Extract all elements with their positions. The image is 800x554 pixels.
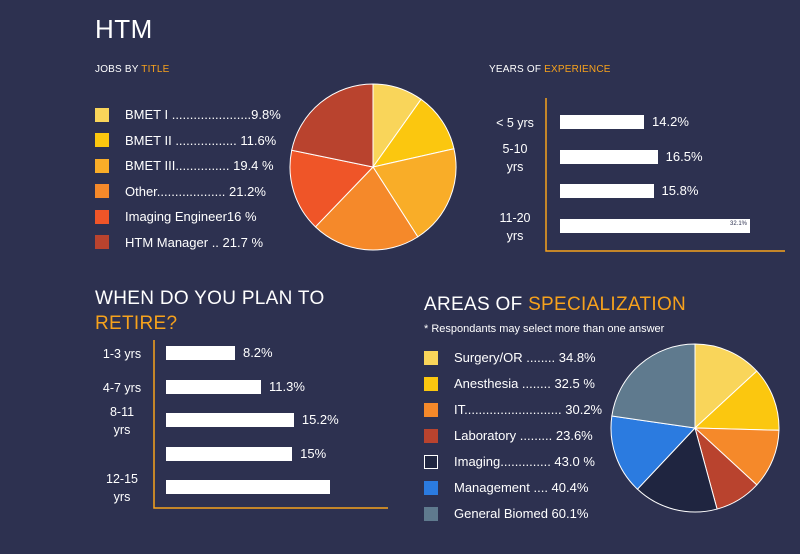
areas-legend-item: Surgery/OR ........ 34.8% [424, 350, 596, 365]
areas-legend-item: Imaging.............. 43.0 % [424, 454, 595, 469]
jobs-legend-item: HTM Manager .. 21.7 % [95, 235, 263, 250]
experience-heading: YEARS OF EXPERIENCE [489, 64, 611, 75]
experience-bar-label: 5-10 yrs [502, 141, 528, 174]
jobs-legend-swatch [95, 107, 109, 122]
areas-legend-label: Anesthesia ........ 32.5 % [454, 376, 595, 391]
jobs-legend-item: Other................... 21.2% [95, 184, 266, 199]
areas-slice-management [610, 415, 697, 490]
areas-slice-anesthesia [693, 370, 780, 431]
jobs-legend-label: Imaging Engineer16 % [125, 209, 257, 224]
areas-legend-item: General Biomed 60.1% [424, 506, 588, 521]
areas-legend-item: IT........................... 30.2% [424, 402, 602, 417]
jobs-legend-swatch [95, 133, 109, 147]
areas-legend-label: General Biomed 60.1% [454, 506, 589, 521]
retire-bar [166, 346, 235, 360]
areas-legend-item: Management .... 40.4% [424, 480, 588, 495]
retire-heading-line1: WHEN DO YOU PLAN TO [95, 288, 325, 309]
areas-heading: AREAS OF SPECIALIZATION [424, 294, 686, 316]
areas-legend-item: Laboratory ......... 23.6% [424, 428, 593, 443]
retire-bar-label: 12-15 yrs [106, 472, 138, 504]
areas-legend-swatch [424, 506, 438, 521]
experience-bar-value: 15.8% [661, 183, 699, 198]
experience-bar-value: 32.1% [730, 220, 748, 227]
jobs-legend-label: BMET III............... 19.4 % [125, 158, 274, 173]
jobs-slice-imaging-engineer [289, 149, 374, 228]
experience-bar [560, 149, 658, 164]
retire-heading-line2: RETIRE? [95, 313, 178, 334]
retire-bar [166, 379, 262, 394]
jobs-legend-item: Imaging Engineer16 % [95, 209, 257, 224]
retire-bar-label: 4-7 yrs [102, 380, 142, 395]
areas-note: * Respondants may select more than one a… [424, 323, 665, 335]
jobs-legend-label: BMET II ................. 11.6% [125, 132, 277, 148]
experience-bar-value: 14.2% [652, 114, 689, 129]
areas-heading-prefix: AREAS OF [424, 294, 529, 315]
retire-bar-value: 15% [300, 445, 327, 461]
experience-bar [560, 218, 750, 233]
retire-bar-value: 8.2% [242, 345, 273, 360]
jobs-legend-item: BMET I ......................9.8% [95, 107, 281, 122]
experience-bar-label: 11-20 yrs [499, 210, 531, 243]
experience-bar-value: 16.5% [665, 148, 703, 164]
jobs-legend-swatch [95, 184, 109, 198]
areas-legend-swatch [424, 454, 438, 469]
jobs-heading-accent: TITLE [141, 64, 170, 75]
jobs-heading-prefix: JOBS BY [95, 64, 142, 75]
jobs-legend-item: BMET III............... 19.4 % [95, 158, 274, 173]
jobs-slice-bmet-iii [372, 148, 457, 238]
jobs-pie-chart [289, 83, 457, 251]
experience-bar-label: < 5 yrs [496, 116, 534, 130]
jobs-legend-label: Other................... 21.2% [125, 183, 266, 199]
areas-legend-label: Management .... 40.4% [454, 480, 589, 495]
areas-slice-imaging [636, 427, 718, 513]
areas-legend-label: Surgery/OR ........ 34.8% [454, 350, 596, 365]
experience-bar [560, 184, 654, 198]
retire-bar-label: 8-11 yrs [109, 405, 135, 437]
areas-slice-general-biomed [611, 343, 696, 429]
areas-slice-surgery-or [694, 343, 758, 430]
areas-legend-item: Anesthesia ........ 32.5 % [424, 376, 595, 391]
areas-pie-chart [610, 343, 780, 513]
areas-legend-swatch [424, 350, 438, 365]
jobs-legend-label: HTM Manager .. 21.7 % [125, 234, 263, 250]
areas-legend-label: IT........................... 30.2% [454, 402, 603, 417]
retire-axis [153, 340, 388, 509]
jobs-legend-label: BMET I ......................9.8% [125, 107, 281, 122]
jobs-slice-other [314, 166, 419, 251]
areas-legend-swatch [424, 402, 438, 417]
retire-bar [166, 413, 294, 427]
experience-axis [545, 98, 785, 252]
retire-bar [166, 480, 331, 494]
areas-legend-swatch [424, 376, 438, 391]
retire-bar-value: 11.3% [269, 378, 305, 394]
jobs-legend-item: BMET II ................. 11.6% [95, 133, 276, 148]
areas-legend-label: Laboratory ......... 23.6% [454, 428, 593, 443]
experience-heading-prefix: YEARS OF [489, 64, 545, 75]
experience-heading-accent: EXPERIENCE [544, 64, 611, 75]
jobs-legend-swatch [95, 209, 109, 224]
jobs-legend-swatch [95, 235, 109, 249]
areas-legend-label: Imaging.............. 43.0 % [454, 454, 595, 469]
retire-bar [166, 446, 293, 461]
areas-heading-accent: SPECIALIZATION [528, 294, 687, 315]
retire-bar-label: 1-3 yrs [102, 347, 142, 361]
page-title: HTM [95, 14, 153, 44]
retire-bar-value: 15.2% [301, 412, 339, 427]
jobs-heading: JOBS BY TITLE [95, 64, 170, 75]
areas-legend-swatch [424, 428, 438, 443]
experience-bar [560, 115, 645, 129]
jobs-slice-htm-manager [291, 83, 374, 168]
jobs-legend-swatch [95, 158, 109, 173]
areas-legend-swatch [424, 480, 438, 495]
